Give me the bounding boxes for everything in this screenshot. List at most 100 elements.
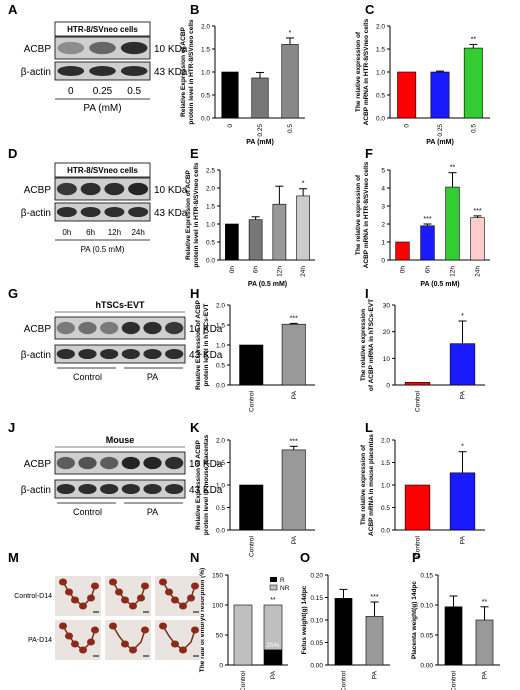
category-label: PA bbox=[291, 535, 298, 544]
y-tick-label: 1.5 bbox=[376, 47, 385, 54]
photo-M: Control-D14 PA-D14 bbox=[14, 576, 201, 660]
x-axis-label: PA (mM) bbox=[246, 139, 274, 146]
y-tick-label: 1.0 bbox=[201, 70, 210, 77]
blot-band bbox=[165, 348, 184, 360]
y-axis-label: ACBP mRNA in mouse placentas bbox=[368, 434, 375, 536]
y-tick-label: 0.0 bbox=[206, 258, 215, 265]
bar-C-0 bbox=[397, 71, 417, 119]
y-tick-label: 0 bbox=[219, 663, 223, 670]
lane-label: 24h bbox=[131, 228, 144, 237]
y-tick-label: 1.5 bbox=[201, 47, 210, 54]
blot-band bbox=[104, 182, 125, 196]
panel-letter-P: P bbox=[412, 550, 421, 565]
blot-band bbox=[100, 321, 119, 335]
blot-title: HTR-8/SVneo cells bbox=[67, 166, 138, 175]
category-label: PA bbox=[291, 390, 298, 399]
x-axis-label: PA (mM) bbox=[426, 139, 454, 146]
y-axis-label: The rate of embryo resorption (%) bbox=[199, 568, 206, 672]
y-axis-label: The relative expression of bbox=[355, 31, 362, 112]
category-label: 6h bbox=[425, 266, 432, 274]
embryo-site bbox=[159, 622, 167, 630]
category-label: Control bbox=[415, 390, 422, 412]
y-tick-label: 2.0 bbox=[206, 186, 215, 193]
blot-G: hTSCs-EVT ACBP β-actin 10 KDa 43 KDa Control P… bbox=[21, 300, 223, 382]
y-tick-label: 2.0 bbox=[376, 24, 385, 31]
blot-title: Mouse bbox=[106, 435, 135, 445]
bar-P-PA bbox=[475, 619, 494, 666]
blot-band bbox=[143, 456, 162, 470]
y-axis-label: protein level in HTR-8/SVneo cells bbox=[193, 162, 200, 267]
blot-band bbox=[78, 321, 97, 335]
lane-label: 6h bbox=[86, 228, 95, 237]
blot-band bbox=[56, 321, 75, 335]
bar-B-0.25 bbox=[251, 77, 269, 119]
significance-mark: * bbox=[302, 181, 305, 188]
legend-swatch-NR bbox=[269, 584, 278, 591]
y-axis-label: Relative Expression of ACBP bbox=[185, 169, 192, 259]
y-tick-label: 1.5 bbox=[206, 204, 215, 211]
uterine-horn bbox=[162, 625, 196, 651]
embryo-site bbox=[191, 582, 199, 590]
blot-band bbox=[80, 206, 101, 218]
blot-title: hTSCs-EVT bbox=[95, 300, 145, 310]
chart-L: 0.0 0.5 1.0 1.5 2.0 Control * PA The relative ex… bbox=[360, 434, 485, 557]
size-label: 43 KDa bbox=[189, 485, 223, 496]
bar-H-Control bbox=[239, 344, 264, 386]
chart-E: 0.0 0.5 1.0 1.5 2.0 2.5 0h 6h 12h * 24h PA (0.5 mM)… bbox=[185, 162, 315, 288]
blot-band bbox=[78, 456, 97, 470]
y-tick-label: 0.15 bbox=[420, 573, 433, 580]
blot-band bbox=[89, 65, 116, 77]
panel-letter-L: L bbox=[365, 420, 373, 435]
blot-D: HTR-8/SVneo cells ACBP β-actin 10 KDa 43 KDa… bbox=[21, 162, 188, 254]
significance-mark: *** bbox=[290, 315, 298, 322]
category-label: PA bbox=[372, 670, 379, 679]
category-label: 12h bbox=[450, 266, 457, 277]
y-tick-label: 0.05 bbox=[310, 640, 323, 647]
y-tick-label: 0.10 bbox=[310, 618, 323, 625]
panel-letter-H: H bbox=[190, 286, 199, 301]
embryo-site bbox=[65, 588, 73, 596]
category-label: Control bbox=[451, 670, 458, 690]
embryo-site bbox=[91, 626, 99, 634]
bar-O-Control bbox=[334, 598, 353, 666]
embryo-site bbox=[171, 596, 179, 604]
embryo-site bbox=[187, 594, 195, 602]
bar-E-0h bbox=[225, 223, 239, 261]
size-label: 43 KDa bbox=[189, 350, 223, 361]
y-tick-label: 2 bbox=[381, 222, 385, 229]
y-tick-label: 0.0 bbox=[376, 116, 385, 123]
category-label: 0h bbox=[400, 266, 407, 274]
blot-band bbox=[143, 348, 162, 360]
y-tick-label: 0.0 bbox=[216, 528, 225, 535]
panel-letter-K: K bbox=[190, 420, 200, 435]
y-axis-label: protein level in HTR-8/SVneo cells bbox=[188, 19, 195, 124]
legend-swatch-R bbox=[270, 577, 277, 582]
y-tick-label: 30 bbox=[383, 303, 391, 310]
embryo-site bbox=[129, 646, 137, 654]
embryo-site bbox=[59, 578, 67, 586]
bar-F-24h bbox=[470, 217, 485, 261]
chart-P: 0.00 0.05 0.10 0.15 Control ** PA Placenta weig… bbox=[411, 573, 500, 690]
group-label: Control bbox=[73, 372, 102, 382]
y-tick-label: 0.5 bbox=[201, 93, 210, 100]
y-tick-label: 20 bbox=[383, 329, 391, 336]
embryo-site bbox=[141, 582, 149, 590]
embryo-site bbox=[109, 578, 117, 586]
embryo-site bbox=[115, 588, 123, 596]
panel-letter-F: F bbox=[365, 146, 373, 161]
panel-letter-C: C bbox=[365, 2, 375, 17]
bar-I-Control bbox=[404, 382, 431, 386]
significance-mark: * bbox=[461, 313, 464, 320]
y-tick-label: 150 bbox=[212, 573, 223, 580]
embryo-site bbox=[137, 594, 145, 602]
chart-C: 0.0 0.5 1.0 1.5 2.0 0 0.25 ** 0.5 PA (mM) The rela… bbox=[355, 18, 490, 146]
panel-letter-I: I bbox=[365, 286, 369, 301]
y-tick-label: 0.5 bbox=[216, 505, 225, 512]
panel-letter-O: O bbox=[300, 550, 310, 565]
y-axis-label: ACBP mRNA in HTR-8/SVneo cells bbox=[363, 18, 370, 125]
legend-label: R bbox=[280, 577, 285, 584]
category-label: Control bbox=[248, 390, 255, 412]
blot-J: Mouse ACBP β-actin 10 KDa 43 KDa Control PA bbox=[21, 435, 223, 517]
row-label: β-actin bbox=[21, 208, 51, 219]
category-label: 24h bbox=[300, 266, 307, 277]
